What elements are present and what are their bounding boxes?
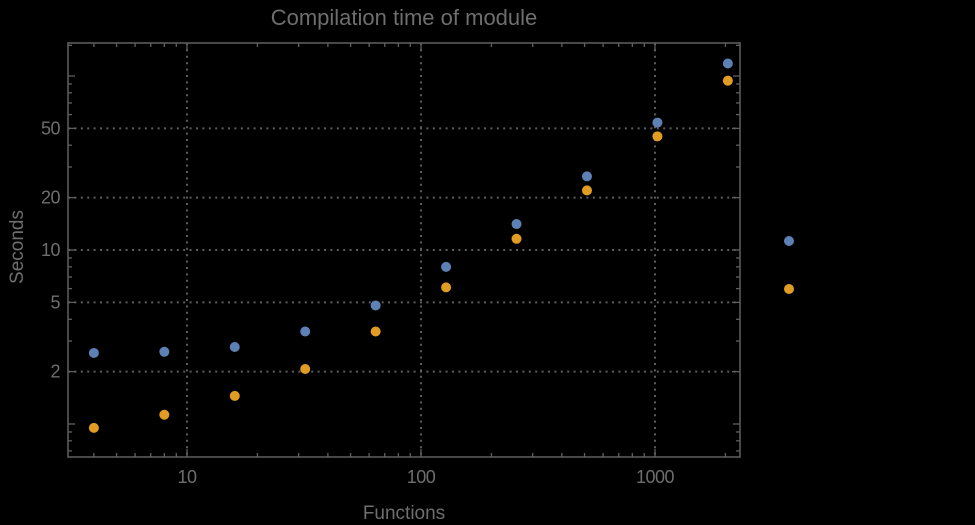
y-axis-label: Seconds xyxy=(7,210,28,284)
data-point-series-2-orange-x8 xyxy=(159,409,170,420)
x-axis-label: Functions xyxy=(363,503,445,524)
data-point-series-1-blue-x128 xyxy=(441,261,452,272)
data-point-series-2-orange-x512 xyxy=(581,185,592,196)
tick-labels: 10 100 1000 2 5 10 20 50 xyxy=(41,118,675,487)
data-point-series-1-blue-x8 xyxy=(159,346,170,357)
y-tick-label-50: 50 xyxy=(41,118,61,138)
x-tick-label-100: 100 xyxy=(407,467,436,487)
data-point-series-2-orange-x64 xyxy=(370,326,381,337)
y-tick-label-10: 10 xyxy=(41,240,61,260)
data-point-series-1-blue-x256 xyxy=(511,219,522,230)
data-point-series-1-blue-x512 xyxy=(581,171,592,182)
data-point-series-2-orange-x128 xyxy=(441,282,452,293)
data-point-series-2-orange-x4 xyxy=(88,422,99,433)
data-point-series-2-orange-x32 xyxy=(300,364,311,375)
legend-marker-series-1-blue xyxy=(784,236,794,246)
data-point-series-1-blue-x32 xyxy=(300,326,311,337)
y-tick-label-5: 5 xyxy=(50,292,60,312)
data-point-series-1-blue-x1024 xyxy=(652,117,663,128)
data-point-series-1-blue-x4 xyxy=(88,347,99,358)
data-point-series-1-blue-x2048 xyxy=(722,58,733,69)
x-tick-label-10: 10 xyxy=(177,467,197,487)
data-points xyxy=(88,58,733,433)
data-point-series-2-orange-x16 xyxy=(229,390,240,401)
chart-title: Compilation time of module xyxy=(271,5,538,30)
data-point-series-1-blue-x64 xyxy=(370,300,381,311)
data-point-series-1-blue-x16 xyxy=(229,342,240,353)
axis-ticks xyxy=(68,43,740,457)
data-point-series-2-orange-x256 xyxy=(511,233,522,244)
legend xyxy=(784,236,794,294)
gridlines xyxy=(68,43,740,457)
data-point-series-2-orange-x2048 xyxy=(722,75,733,86)
x-tick-label-1000: 1000 xyxy=(636,467,675,487)
y-tick-label-2: 2 xyxy=(50,362,60,382)
data-point-series-2-orange-x1024 xyxy=(652,131,663,142)
y-tick-label-20: 20 xyxy=(41,188,61,208)
legend-marker-series-2-orange xyxy=(784,284,794,294)
